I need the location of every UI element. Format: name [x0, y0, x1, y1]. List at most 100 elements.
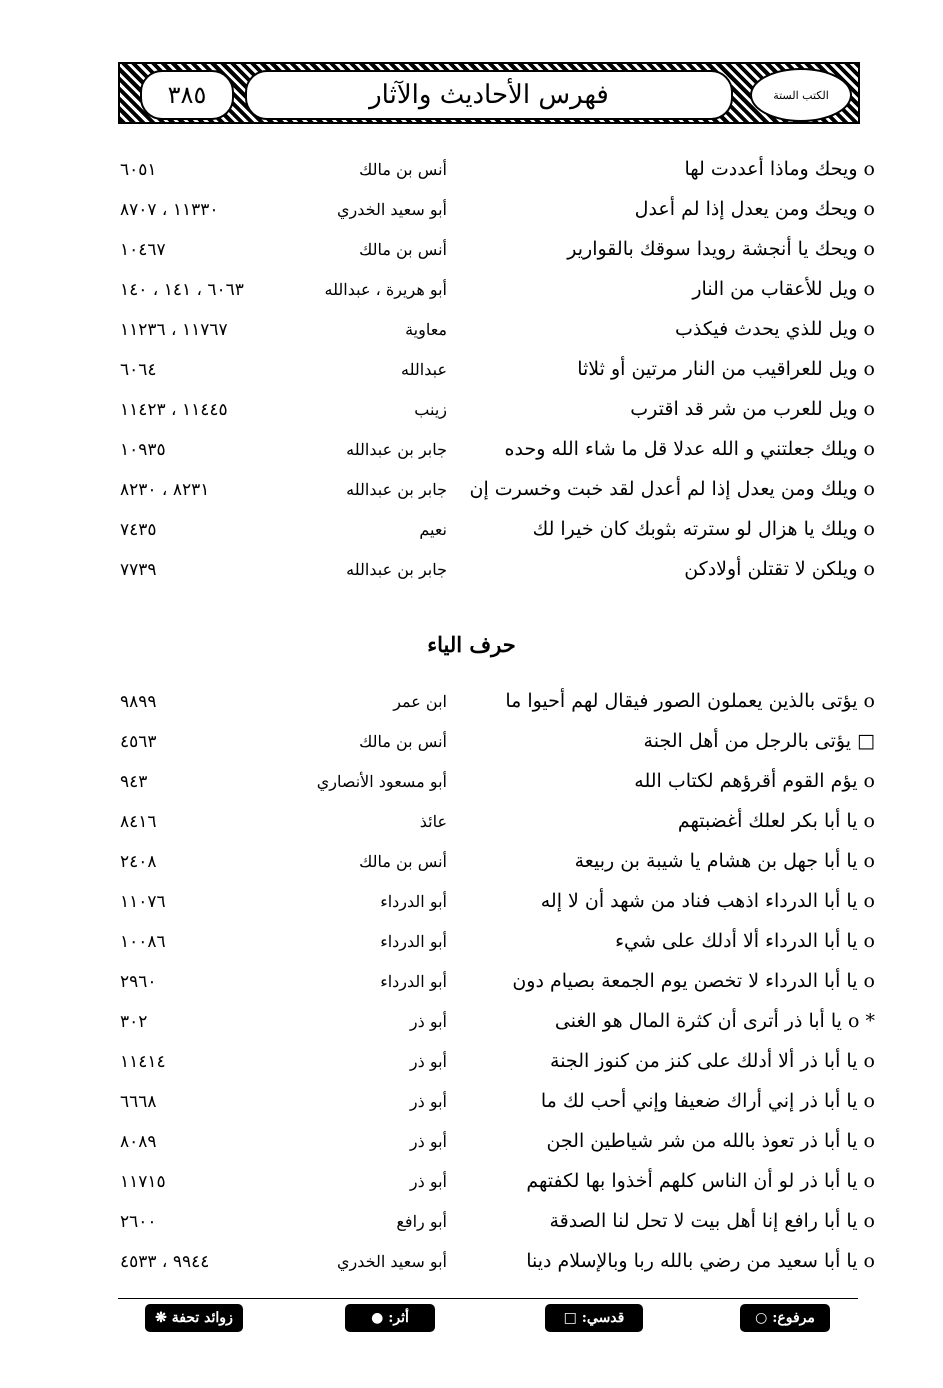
- hadith-text: o يا أبا ذر تعوذ بالله من شر شياطين الجن: [546, 1130, 875, 1152]
- index-entry: o يا أبا الدرداء ألا أدلك على شيء أبو ال…: [110, 926, 875, 962]
- hadith-numbers: ٨٤١٦: [120, 812, 157, 832]
- hadith-numbers: ١١٠٧٦: [120, 892, 166, 912]
- hadith-numbers: ٢٤٠٨: [120, 852, 157, 872]
- narrator: أبو ذر: [409, 1092, 447, 1111]
- section-heading: حرف الياء: [427, 632, 516, 657]
- hadith-numbers: ٤٥٦٣: [120, 732, 157, 752]
- hadith-text: o ويلك جعلتني و الله عدلا قل ما شاء الله…: [504, 438, 875, 460]
- index-entry: o يؤم القوم أقرؤهم لكتاب الله أبو مسعود …: [110, 766, 875, 802]
- index-entry: o ويحك ومن يعدل إذا لم أعدل أبو سعيد الخ…: [110, 194, 875, 230]
- hadith-text: * o يا أبا ذر أترى أن كثرة المال هو الغن…: [554, 1010, 875, 1032]
- narrator: أبو ذر: [409, 1172, 447, 1191]
- emblem-logo: الكتب الستة: [750, 68, 852, 122]
- index-entry: o يا أبا ذر لو أن الناس كلهم أخذوا بها ل…: [110, 1166, 875, 1202]
- hadith-numbers: ٢٩٦٠: [120, 972, 157, 992]
- page-number: ٣٨٥: [140, 70, 234, 120]
- hadith-numbers: ٧٤٣٥: [120, 520, 157, 540]
- legend-marfu: مرفوع: ○: [740, 1304, 830, 1332]
- legend-qudsi: قدسي: □: [545, 1304, 643, 1332]
- narrator: أبو الدرداء: [380, 972, 447, 991]
- narrator: أبو ذر: [409, 1012, 447, 1031]
- hadith-numbers: ٩٩٤٤ ، ٤٥٣٣: [120, 1252, 210, 1272]
- index-entry: o يا أبا جهل بن هشام يا شيبة بن ربيعة أن…: [110, 846, 875, 882]
- narrator: أنس بن مالك: [359, 852, 447, 871]
- narrator: أبو مسعود الأنصاري: [316, 772, 447, 791]
- index-entry: o يا أبا سعيد من رضي بالله ربا وبالإسلام…: [110, 1246, 875, 1282]
- hadith-text: o يا أبا ذر لو أن الناس كلهم أخذوا بها ل…: [526, 1170, 875, 1192]
- hadith-numbers: ٨٠٨٩: [120, 1132, 157, 1152]
- index-entry: o ويل للذي يحدث فيكذب معاوية ١١٧٦٧ ، ١١٢…: [110, 314, 875, 350]
- index-entry: o يا أبا ذر إني أراك ضعيفا وإني أحب لك م…: [110, 1086, 875, 1122]
- hadith-numbers: ١١٧٦٧ ، ١١٢٣٦: [120, 320, 228, 340]
- narrator: أبو سعيد الخدري: [337, 1252, 447, 1271]
- hadith-numbers: ١٠٤٦٧: [120, 240, 166, 260]
- hadith-text: o يا أبا ذر ألا أدلك على كنز من كنوز الج…: [550, 1050, 875, 1072]
- narrator: ابن عمر: [393, 692, 447, 711]
- hadith-text: o ويلك يا هزال لو سترته بثوبك كان خيرا ل…: [532, 518, 875, 540]
- index-entry: o ويلك جعلتني و الله عدلا قل ما شاء الله…: [110, 434, 875, 470]
- page-header: ٣٨٥ فهرس الأحاديث والآثار الكتب الستة: [118, 62, 860, 124]
- hadith-text: o ويلك ومن يعدل إذا لم أعدل لقد خبت وخسر…: [469, 478, 876, 500]
- narrator: أبو الدرداء: [380, 932, 447, 951]
- index-entry: o يا أبا بكر لعلك أغضبتهم عائذ ٨٤١٦: [110, 806, 875, 842]
- narrator: نعيم: [419, 520, 447, 539]
- hadith-numbers: ٦٠٥١: [120, 160, 157, 180]
- narrator: أبو ذر: [409, 1132, 447, 1151]
- hadith-text: o ويل للذي يحدث فيكذب: [675, 318, 875, 340]
- hadith-text: o يؤم القوم أقرؤهم لكتاب الله: [634, 770, 875, 792]
- narrator: أبو الدرداء: [380, 892, 447, 911]
- index-entry: o ويل للأعقاب من النار أبو هريرة ، عبدال…: [110, 274, 875, 310]
- narrator: عبدالله: [401, 360, 447, 379]
- hadith-text: o ويل للعراقيب من النار مرتين أو ثلاثا: [577, 358, 875, 380]
- hadith-text: o يا أبا جهل بن هشام يا شيبة بن ربيعة: [574, 850, 875, 872]
- hadith-text: o ويحك وماذا أعددت لها: [684, 158, 875, 180]
- hadith-numbers: ٢٦٠٠: [120, 1212, 157, 1232]
- index-entry: o ويلكن لا تقتلن أولادكن جابر بن عبدالله…: [110, 554, 875, 590]
- narrator: أنس بن مالك: [359, 732, 447, 751]
- hadith-numbers: ٦٠٦٤: [120, 360, 157, 380]
- hadith-numbers: ٣٠٢: [120, 1012, 148, 1032]
- index-entry: o يا أبا الدرداء اذهب فناد من شهد أن لا …: [110, 886, 875, 922]
- hadith-text: o ويلكن لا تقتلن أولادكن: [684, 558, 875, 580]
- index-entry: o ويلك ومن يعدل إذا لم أعدل لقد خبت وخسر…: [110, 474, 875, 510]
- hadith-text: □ يؤتى بالرجل من أهل الجنة: [643, 730, 875, 752]
- hadith-numbers: ٧٧٣٩: [120, 560, 157, 580]
- index-entry: o يا أبا الدرداء لا تخصن يوم الجمعة بصيا…: [110, 966, 875, 1002]
- hadith-numbers: ١١٣٣٠ ، ٨٧٠٧: [120, 200, 219, 220]
- index-entry: o يا أبا ذر تعوذ بالله من شر شياطين الجن…: [110, 1126, 875, 1162]
- legend-zawaid: زوائد تحفة ❋: [145, 1304, 243, 1332]
- hadith-numbers: ١١٤١٤: [120, 1052, 166, 1072]
- hadith-text: o ويحك يا أنجشة رويدا سوقك بالقوارير: [567, 238, 875, 260]
- narrator: أبو سعيد الخدري: [337, 200, 447, 219]
- hadith-numbers: ١٠٩٣٥: [120, 440, 166, 460]
- narrator: زينب: [414, 400, 447, 419]
- index-entry: o ويحك يا أنجشة رويدا سوقك بالقوارير أنس…: [110, 234, 875, 270]
- narrator: جابر بن عبدالله: [346, 560, 447, 579]
- narrator: جابر بن عبدالله: [346, 480, 447, 499]
- index-entry: o ويحك وماذا أعددت لها أنس بن مالك ٦٠٥١: [110, 154, 875, 190]
- index-entry: o ويلك يا هزال لو سترته بثوبك كان خيرا ل…: [110, 514, 875, 550]
- hadith-text: o يا أبا الدرداء اذهب فناد من شهد أن لا …: [540, 890, 875, 912]
- hadith-numbers: ٦٠٦٣ ، ١٤١ ، ١٤٠: [120, 280, 244, 300]
- footer-divider: [118, 1298, 858, 1299]
- hadith-text: o يا أبا بكر لعلك أغضبتهم: [677, 810, 875, 832]
- index-entry: o ويل للعرب من شر قد اقترب زينب ١١٤٤٥ ، …: [110, 394, 875, 430]
- hadith-text: o يا أبا سعيد من رضي بالله ربا وبالإسلام…: [526, 1250, 875, 1272]
- hadith-text: o يؤتى بالذين يعملون الصور فيقال لهم أحي…: [505, 690, 875, 712]
- index-entry: * o يا أبا ذر أترى أن كثرة المال هو الغن…: [110, 1006, 875, 1042]
- hadith-text: o ويل للعرب من شر قد اقترب: [630, 398, 875, 420]
- index-entry: o يا أبا رافع إنا أهل بيت لا تحل لنا الص…: [110, 1206, 875, 1242]
- hadith-numbers: ١١٤٤٥ ، ١١٤٢٣: [120, 400, 228, 420]
- narrator: أنس بن مالك: [359, 160, 447, 179]
- narrator: أبو رافع: [396, 1212, 447, 1231]
- index-entry: o يا أبا ذر ألا أدلك على كنز من كنوز الج…: [110, 1046, 875, 1082]
- hadith-text: o يا أبا الدرداء لا تخصن يوم الجمعة بصيا…: [512, 970, 875, 992]
- hadith-numbers: ٦٦٦٨: [120, 1092, 157, 1112]
- hadith-numbers: ١٠٠٨٦: [120, 932, 166, 952]
- hadith-text: o ويحك ومن يعدل إذا لم أعدل: [634, 198, 875, 220]
- hadith-numbers: ٩٤٣: [120, 772, 148, 792]
- narrator: أنس بن مالك: [359, 240, 447, 259]
- index-entry: o ويل للعراقيب من النار مرتين أو ثلاثا ع…: [110, 354, 875, 390]
- index-entry: o يؤتى بالذين يعملون الصور فيقال لهم أحي…: [110, 686, 875, 722]
